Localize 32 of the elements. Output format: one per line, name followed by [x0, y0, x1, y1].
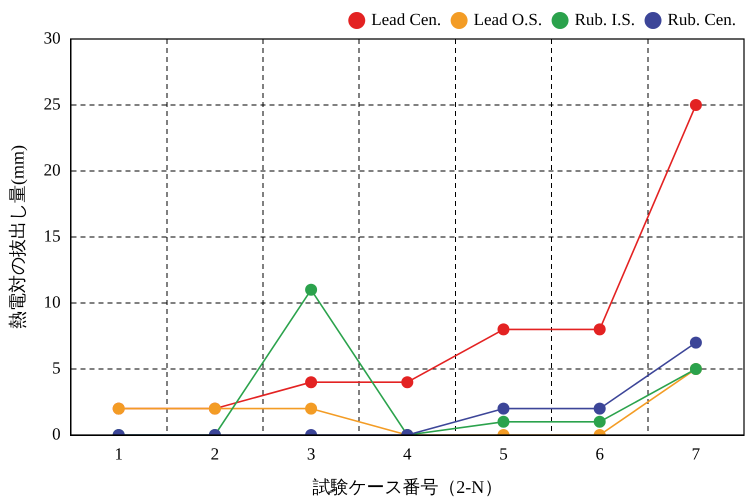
- x-tick-label: 3: [306, 444, 316, 464]
- point: [594, 402, 606, 415]
- point: [690, 99, 702, 111]
- point: [305, 376, 318, 388]
- point: [498, 323, 510, 336]
- y-tick-label: 15: [44, 226, 61, 246]
- legend-label: Lead O.S.: [474, 10, 542, 29]
- x-tick-label: 7: [692, 444, 701, 464]
- y-tick-label: 25: [44, 94, 61, 114]
- point: [401, 376, 414, 388]
- point: [305, 402, 318, 415]
- x-tick-label: 2: [210, 444, 220, 464]
- legend-label: Rub. Cen.: [668, 10, 736, 29]
- y-tick-label: 20: [44, 160, 61, 180]
- x-tick-label: 6: [595, 444, 604, 464]
- legend-label: Lead Cen.: [371, 10, 442, 29]
- point: [305, 284, 318, 296]
- point: [498, 402, 510, 415]
- point: [498, 416, 510, 428]
- y-tick-label: 5: [52, 358, 61, 378]
- x-tick-label: 1: [114, 444, 123, 464]
- point: [594, 323, 606, 336]
- x-tick-label: 5: [499, 444, 508, 464]
- y-tick-label: 10: [44, 292, 61, 312]
- y-axis-title: 熱電対の抜出し量(mm): [8, 145, 28, 329]
- x-axis-title: 試験ケース番号（2-N）: [312, 476, 502, 497]
- legend-label: Rub. I.S.: [574, 10, 636, 29]
- point: [594, 416, 606, 428]
- y-tick-label: 30: [44, 28, 61, 48]
- y-tick-label: 0: [52, 424, 61, 444]
- x-tick-label: 4: [403, 444, 412, 464]
- point: [690, 336, 702, 349]
